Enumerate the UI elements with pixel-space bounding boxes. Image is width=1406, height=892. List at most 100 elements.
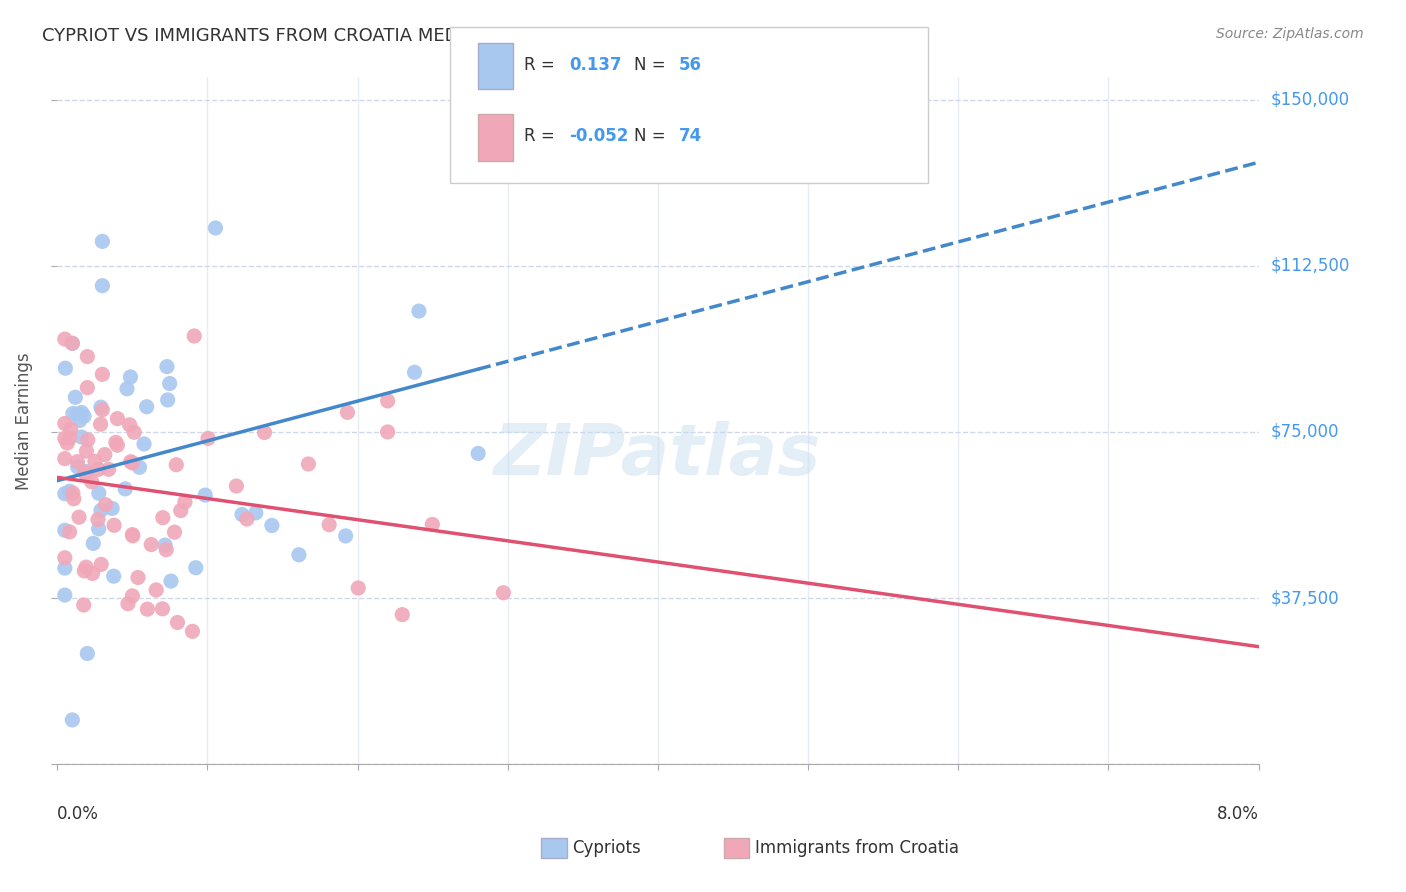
Point <box>288 548 311 562</box>
Point <box>76 433 98 447</box>
Text: $37,500: $37,500 <box>1271 589 1339 607</box>
Point <box>82 566 104 581</box>
Point <box>59 431 82 445</box>
Point <box>62 486 84 500</box>
Point <box>87 462 110 476</box>
Point <box>53 451 76 466</box>
Point <box>141 537 163 551</box>
Point <box>121 529 143 543</box>
Point <box>75 560 97 574</box>
Point <box>60 336 83 351</box>
Point <box>66 459 89 474</box>
Point <box>117 597 139 611</box>
Point <box>160 574 183 588</box>
Text: 74: 74 <box>679 128 703 145</box>
Point <box>97 462 120 476</box>
Point <box>347 581 370 595</box>
Point <box>121 527 143 541</box>
Text: N =: N = <box>634 128 671 145</box>
Point <box>225 479 247 493</box>
Point <box>55 361 77 376</box>
Point <box>73 466 96 480</box>
Point <box>132 437 155 451</box>
Text: $112,500: $112,500 <box>1271 257 1350 275</box>
Point <box>73 598 96 612</box>
Point <box>56 436 79 450</box>
Point <box>245 506 267 520</box>
Point <box>76 647 98 661</box>
Point <box>204 221 226 235</box>
Point <box>174 495 197 509</box>
Point <box>76 381 98 395</box>
Point <box>118 417 141 432</box>
Point <box>60 336 83 351</box>
Y-axis label: Median Earnings: Median Earnings <box>15 352 32 490</box>
Point <box>155 542 177 557</box>
Point <box>136 602 159 616</box>
Point <box>69 413 91 427</box>
Point <box>70 430 93 444</box>
Point <box>336 405 359 419</box>
Point <box>181 624 204 639</box>
Point <box>197 432 219 446</box>
Point <box>404 365 426 379</box>
Text: CYPRIOT VS IMMIGRANTS FROM CROATIA MEDIAN EARNINGS CORRELATION CHART: CYPRIOT VS IMMIGRANTS FROM CROATIA MEDIA… <box>42 27 790 45</box>
Point <box>165 458 187 472</box>
Point <box>114 482 136 496</box>
Point <box>377 425 399 439</box>
Point <box>53 561 76 575</box>
Point <box>156 392 179 407</box>
Point <box>94 448 117 462</box>
Point <box>53 523 76 537</box>
Point <box>66 407 89 421</box>
Text: 8.0%: 8.0% <box>1216 805 1258 823</box>
Point <box>103 569 125 583</box>
Text: 0.137: 0.137 <box>569 56 621 74</box>
Point <box>59 422 82 436</box>
Point <box>156 359 179 374</box>
Point <box>236 512 259 526</box>
Point <box>90 558 112 572</box>
Text: R =: R = <box>524 128 561 145</box>
Point <box>297 457 319 471</box>
Point <box>87 486 110 500</box>
Point <box>492 586 515 600</box>
Point <box>94 498 117 512</box>
Text: R =: R = <box>524 56 561 74</box>
Point <box>75 444 97 458</box>
Point <box>65 390 87 404</box>
Text: 56: 56 <box>679 56 702 74</box>
Point <box>159 376 181 391</box>
Text: $75,000: $75,000 <box>1271 423 1339 441</box>
Point <box>408 304 430 318</box>
Point <box>53 332 76 346</box>
Point <box>377 393 399 408</box>
Point <box>75 467 97 481</box>
Point <box>127 570 149 584</box>
Point <box>53 486 76 500</box>
Point <box>80 475 103 489</box>
Point <box>391 607 413 622</box>
Point <box>120 455 142 469</box>
Point <box>135 400 157 414</box>
Point <box>67 510 90 524</box>
Point <box>183 329 205 343</box>
Text: Source: ZipAtlas.com: Source: ZipAtlas.com <box>1216 27 1364 41</box>
Point <box>90 503 112 517</box>
Point <box>115 382 138 396</box>
Point <box>66 454 89 468</box>
Point <box>84 454 107 468</box>
Point <box>103 518 125 533</box>
Point <box>105 411 128 425</box>
Point <box>59 484 82 499</box>
Point <box>170 503 193 517</box>
Point <box>121 456 143 470</box>
Point <box>152 510 174 524</box>
Point <box>231 508 253 522</box>
Point <box>152 602 174 616</box>
Point <box>153 538 176 552</box>
Point <box>194 488 217 502</box>
Text: $150,000: $150,000 <box>1271 91 1350 109</box>
Point <box>73 564 96 578</box>
Text: Cypriots: Cypriots <box>572 839 641 857</box>
